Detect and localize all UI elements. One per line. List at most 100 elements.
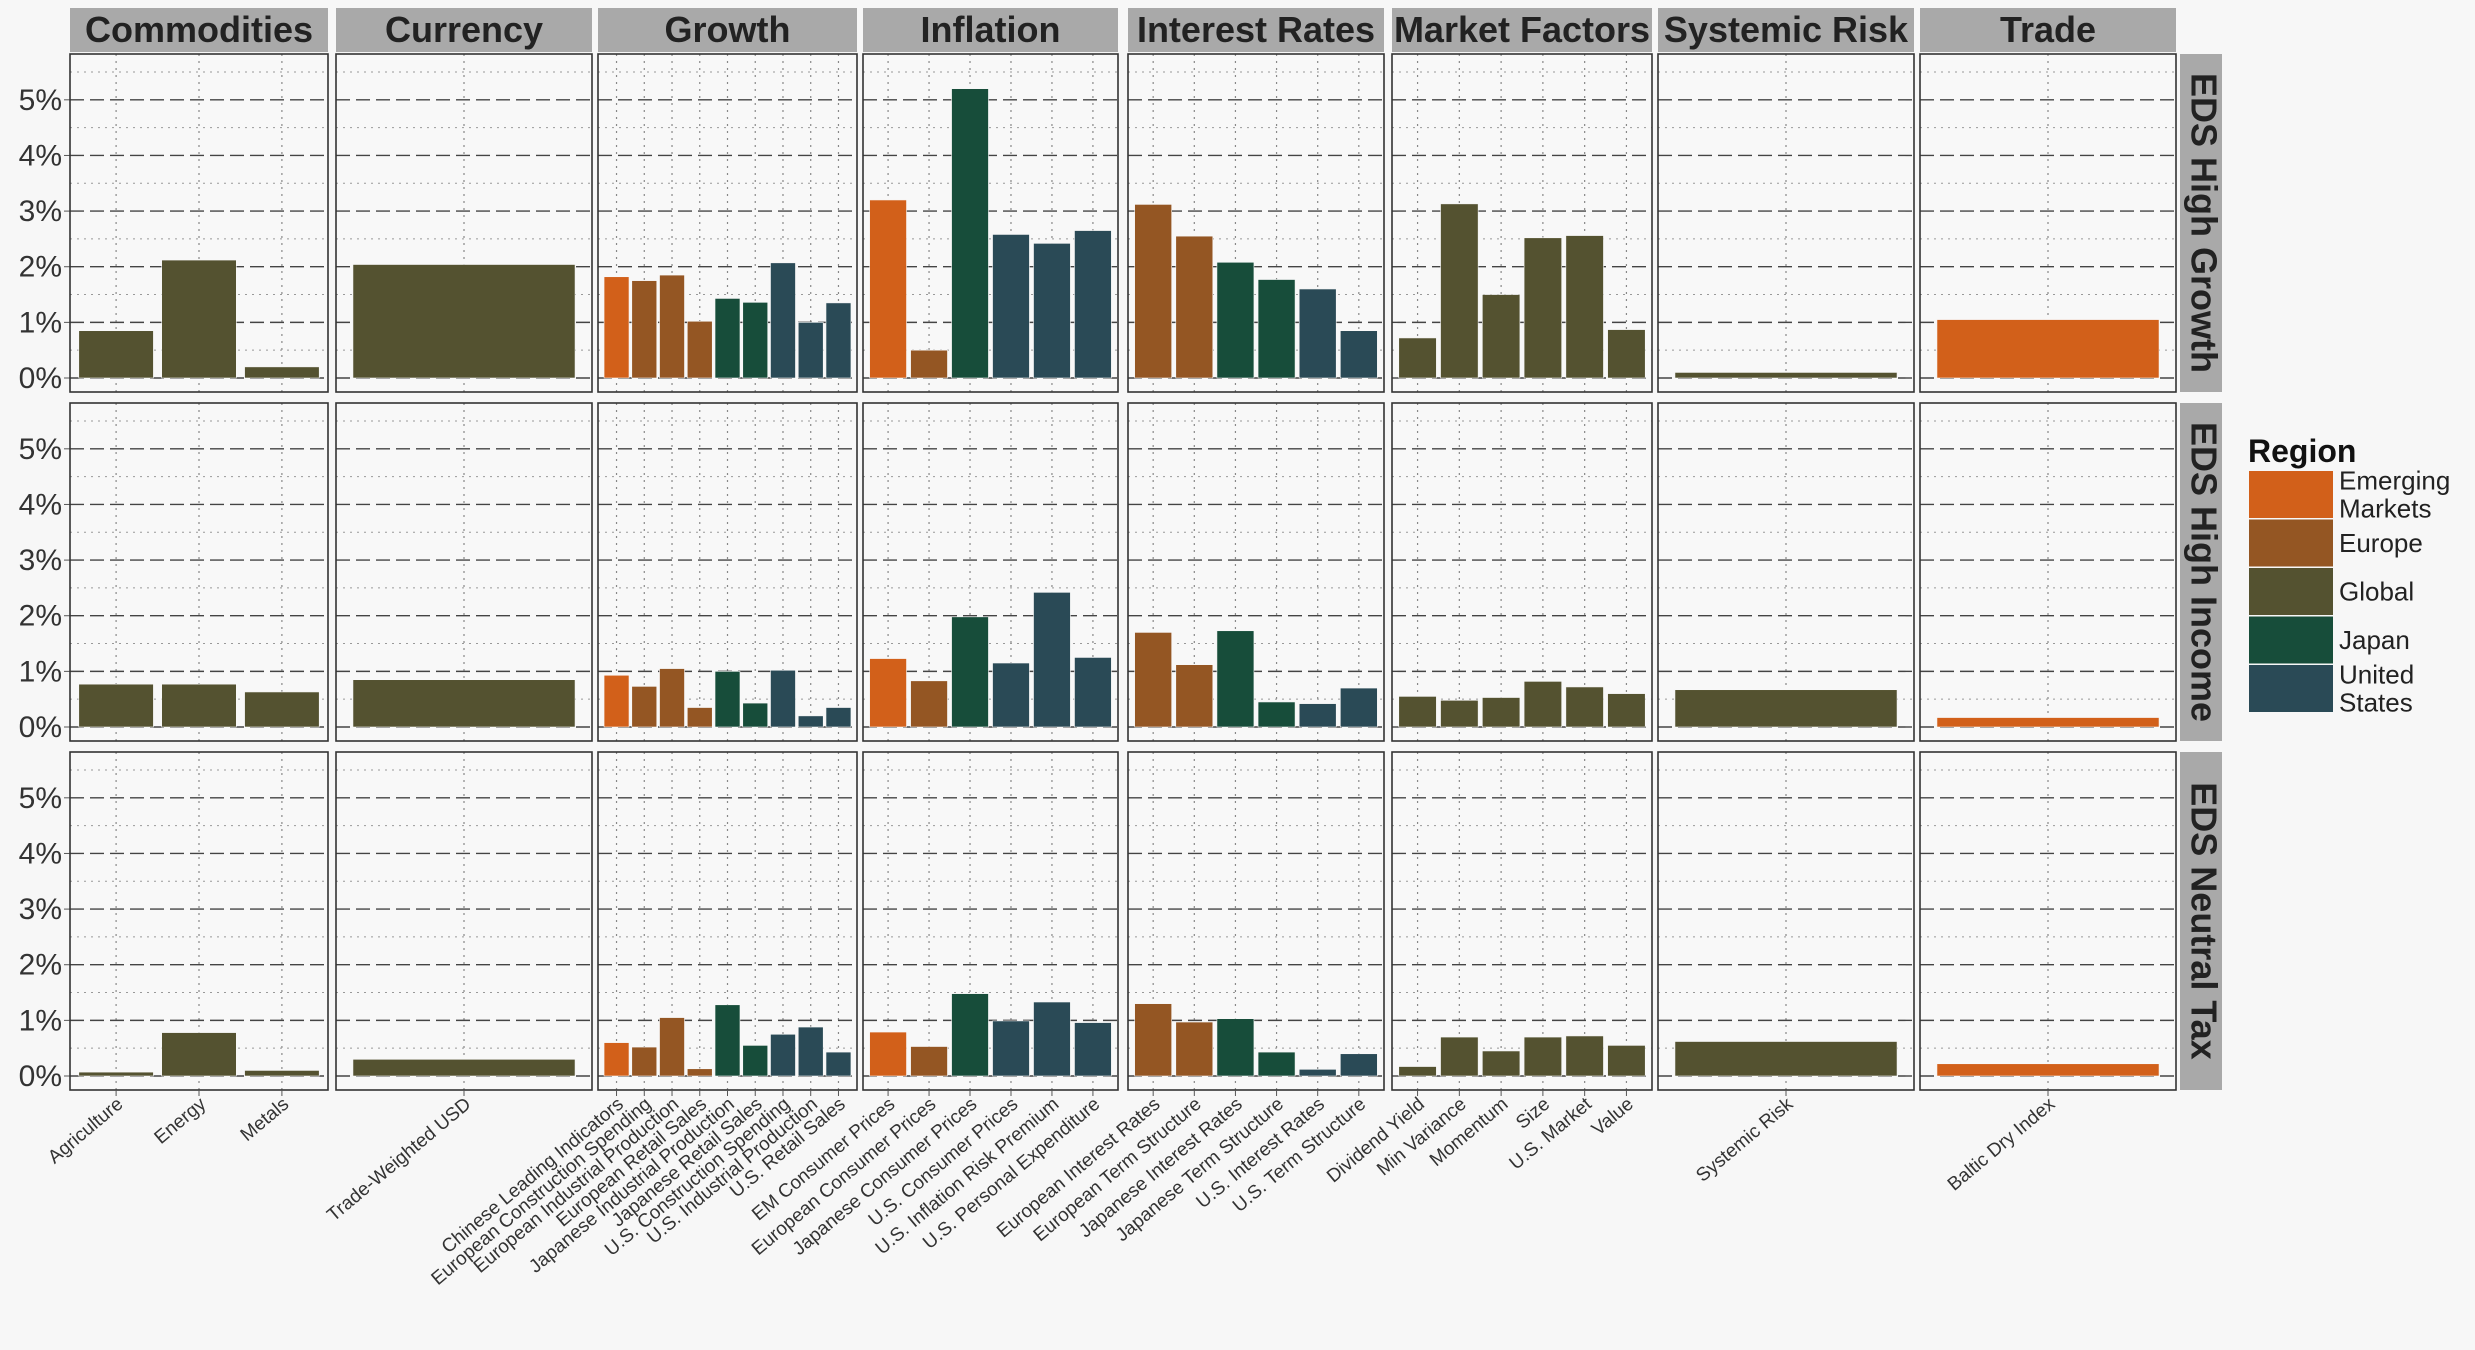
column-strip-market-factors xyxy=(1392,8,1652,52)
x-tick-label-japanese-interest-rates: Japanese Interest Rates xyxy=(1075,1094,1246,1242)
column-strip-label-interest-rates: Interest Rates xyxy=(1137,9,1375,50)
bar-eds-neutral-tax-japanese-industrial-production xyxy=(714,1004,741,1077)
legend-title: Region xyxy=(2248,433,2356,469)
bar-eds-neutral-tax-em-consumer-prices xyxy=(869,1031,907,1077)
bar-eds-high-income-u-s-personal-expenditure xyxy=(1074,657,1112,728)
y-tick-label: 4% xyxy=(19,488,62,521)
column-strip-label-currency: Currency xyxy=(385,9,543,50)
bar-eds-high-growth-metals xyxy=(244,366,320,379)
column-strip-commodities xyxy=(70,8,328,52)
bar-eds-high-income-agriculture xyxy=(78,683,154,728)
panel-border xyxy=(862,53,1119,393)
bar-eds-neutral-tax-u-s-market xyxy=(1565,1035,1604,1077)
bar-eds-high-growth-value xyxy=(1607,329,1646,379)
bar-eds-neutral-tax-chinese-leading-indicators xyxy=(603,1042,630,1077)
bar-eds-high-growth-u-s-interest-rates xyxy=(1298,288,1337,379)
bar-eds-neutral-tax-u-s-construction-spending xyxy=(770,1033,796,1077)
x-tick-label-u-s-market: U.S. Market xyxy=(1506,1093,1597,1174)
bar-eds-high-growth-japanese-industrial-production xyxy=(714,298,741,379)
y-tick-label: 0% xyxy=(19,711,62,744)
bar-eds-high-income-japanese-consumer-prices xyxy=(951,616,989,728)
bar-eds-high-income-u-s-retail-sales xyxy=(825,707,852,728)
bar-eds-neutral-tax-u-s-retail-sales xyxy=(825,1051,852,1077)
bar-eds-high-income-european-industrial-production xyxy=(659,668,685,728)
bar-eds-neutral-tax-trade-weighted-usd xyxy=(352,1059,576,1077)
bar-eds-high-income-systemic-risk xyxy=(1674,689,1898,728)
column-strip-interest-rates xyxy=(1128,8,1384,52)
bar-eds-neutral-tax-value xyxy=(1607,1045,1646,1077)
column-strip-inflation xyxy=(863,8,1118,52)
bar-eds-neutral-tax-european-term-structure xyxy=(1175,1021,1214,1077)
bar-eds-high-income-metals xyxy=(244,691,320,728)
panel-background xyxy=(1392,752,1652,1090)
bar-eds-high-income-em-consumer-prices xyxy=(869,658,907,728)
bar-eds-high-growth-size xyxy=(1523,237,1562,379)
bar-eds-neutral-tax-u-s-industrial-production xyxy=(797,1026,824,1077)
x-tick-label-baltic-dry-index: Baltic Dry Index xyxy=(1944,1093,2060,1195)
bar-eds-high-growth-u-s-construction-spending xyxy=(770,262,796,379)
legend-label-emerging-markets: Emerging xyxy=(2339,466,2450,496)
y-tick-label: 4% xyxy=(19,139,62,172)
x-tick-label-metals: Metals xyxy=(237,1094,293,1146)
bar-eds-high-income-u-s-consumer-prices xyxy=(992,662,1030,728)
y-tick-label: 1% xyxy=(19,1004,62,1037)
bar-eds-high-growth-trade-weighted-usd xyxy=(352,264,576,379)
bar-eds-high-income-u-s-industrial-production xyxy=(797,715,824,728)
y-tick-label: 0% xyxy=(19,1060,62,1093)
panel-border xyxy=(1919,53,2177,393)
column-strip-label-trade: Trade xyxy=(2000,9,2096,50)
panel-border xyxy=(1657,402,1915,742)
y-tick-label: 4% xyxy=(19,837,62,870)
bar-eds-high-income-european-term-structure xyxy=(1175,664,1214,728)
y-tick-label: 5% xyxy=(19,433,62,466)
legend-label-emerging-markets: Markets xyxy=(2339,494,2431,524)
panel-background xyxy=(1392,403,1652,741)
column-strip-label-commodities: Commodities xyxy=(85,9,313,50)
bar-eds-high-income-u-s-interest-rates xyxy=(1298,703,1337,728)
bar-eds-high-growth-european-consumer-prices xyxy=(910,349,948,379)
legend-key-global xyxy=(2249,568,2333,615)
legend-key-united-states xyxy=(2249,665,2333,712)
bar-eds-neutral-tax-agriculture xyxy=(78,1071,154,1077)
column-strip-growth xyxy=(598,8,857,52)
legend-key-japan xyxy=(2249,616,2333,664)
bar-eds-high-income-u-s-market xyxy=(1565,686,1604,728)
bar-eds-high-income-dividend-yield xyxy=(1398,696,1437,728)
y-tick-label: 1% xyxy=(19,306,62,339)
bar-eds-high-income-european-consumer-prices xyxy=(910,680,948,728)
bar-eds-high-income-size xyxy=(1523,681,1562,728)
bar-eds-high-growth-european-retail-sales xyxy=(686,320,713,379)
bar-eds-high-growth-u-s-retail-sales xyxy=(825,302,852,379)
bar-eds-neutral-tax-dividend-yield xyxy=(1398,1066,1437,1077)
panel-border xyxy=(1919,402,2177,742)
bar-eds-neutral-tax-u-s-term-structure xyxy=(1340,1053,1378,1077)
panel-border xyxy=(1657,53,1915,393)
bar-eds-high-income-momentum xyxy=(1482,697,1521,728)
bar-eds-neutral-tax-min-variance xyxy=(1440,1036,1479,1077)
panel-border xyxy=(69,402,329,742)
bar-eds-neutral-tax-japanese-consumer-prices xyxy=(951,993,989,1077)
bar-eds-neutral-tax-european-industrial-production xyxy=(659,1017,685,1077)
x-tick-label-energy: Energy xyxy=(151,1093,211,1148)
y-tick-label: 3% xyxy=(19,893,62,926)
bar-eds-neutral-tax-european-construction-spending xyxy=(631,1046,658,1077)
legend-label-europe: Europe xyxy=(2339,528,2423,558)
panel-border xyxy=(1127,53,1385,393)
bar-eds-high-growth-dividend-yield xyxy=(1398,337,1437,379)
x-tick-label-systemic-risk: Systemic Risk xyxy=(1692,1093,1797,1186)
bar-eds-neutral-tax-metals xyxy=(244,1070,320,1077)
bar-eds-high-income-chinese-leading-indicators xyxy=(603,674,630,728)
panel-border xyxy=(335,402,593,742)
bar-eds-high-income-u-s-inflation-risk-premium xyxy=(1033,592,1071,728)
x-tick-label-european-term-structure: European Term Structure xyxy=(1030,1094,1206,1246)
y-tick-label: 5% xyxy=(19,782,62,815)
y-tick-label: 2% xyxy=(19,251,62,284)
bar-eds-neutral-tax-u-s-interest-rates xyxy=(1298,1069,1337,1077)
panel-border xyxy=(1127,402,1385,742)
bar-eds-high-growth-systemic-risk xyxy=(1674,372,1898,379)
legend-label-united-states: States xyxy=(2339,688,2413,718)
y-tick-label: 2% xyxy=(19,600,62,633)
bar-eds-high-growth-european-construction-spending xyxy=(631,280,658,379)
legend-label-global: Global xyxy=(2339,577,2414,607)
panel-border xyxy=(69,53,329,393)
